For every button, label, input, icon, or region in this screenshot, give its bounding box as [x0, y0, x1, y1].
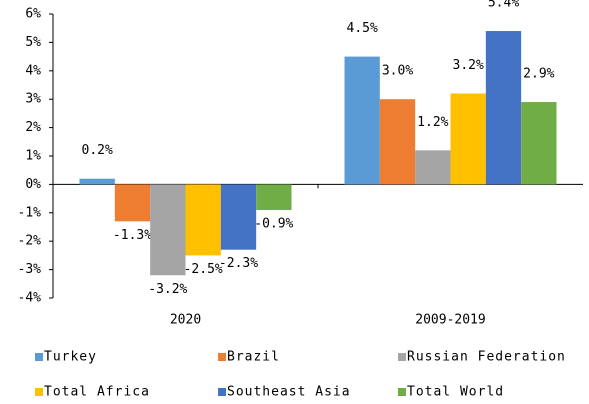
legend-swatch: [218, 353, 226, 361]
legend-label: Southeast Asia: [227, 385, 351, 400]
y-tick-label: 5%: [25, 35, 41, 50]
value-label: 2.9%: [523, 67, 554, 82]
legend-label: Turkey: [44, 350, 97, 365]
bar: [521, 102, 557, 185]
y-tick-label: 6%: [25, 7, 41, 22]
legend-swatch: [35, 388, 43, 396]
value-label: -2.3%: [219, 256, 258, 271]
legend-label: Total Africa: [44, 385, 150, 400]
bar: [256, 184, 292, 210]
bar: [415, 150, 451, 185]
value-label: 5.4%: [488, 0, 519, 11]
y-tick-label: 4%: [25, 63, 41, 78]
y-tick-label: -3%: [18, 262, 42, 277]
value-label: 3.0%: [382, 64, 413, 79]
legend-label: Total World: [407, 385, 504, 400]
value-label: 0.2%: [82, 143, 113, 158]
value-label: -1.3%: [113, 228, 152, 243]
y-tick-label: -1%: [18, 205, 42, 220]
bar: [185, 184, 221, 256]
bar: [344, 56, 380, 185]
value-label: -0.9%: [254, 216, 293, 231]
bar: [379, 99, 416, 185]
bar: [150, 184, 186, 276]
x-tick-label: 2020: [170, 313, 201, 328]
y-tick-label: 2%: [25, 120, 41, 135]
value-label: -2.5%: [184, 262, 223, 277]
bar: [485, 31, 522, 185]
y-tick-label: -4%: [18, 291, 42, 306]
bar: [450, 93, 486, 185]
legend-label: Russian Federation: [407, 350, 566, 365]
y-tick-label: 3%: [25, 92, 41, 107]
value-label: 3.2%: [453, 58, 484, 73]
legend-swatch: [398, 353, 406, 361]
y-tick-label: 1%: [25, 149, 41, 164]
bar: [114, 184, 151, 222]
bar: [220, 184, 257, 250]
y-tick-label: 0%: [25, 177, 41, 192]
x-tick-label: 2009-2019: [415, 313, 485, 328]
value-label: 1.2%: [417, 115, 448, 130]
value-label: 4.5%: [347, 21, 378, 36]
bar: [79, 178, 115, 185]
legend-label: Brazil: [227, 350, 280, 365]
legend-swatch: [218, 388, 226, 396]
y-tick-label: -2%: [18, 234, 42, 249]
value-label: -3.2%: [148, 282, 187, 297]
legend-swatch: [35, 353, 43, 361]
legend-swatch: [398, 388, 406, 396]
